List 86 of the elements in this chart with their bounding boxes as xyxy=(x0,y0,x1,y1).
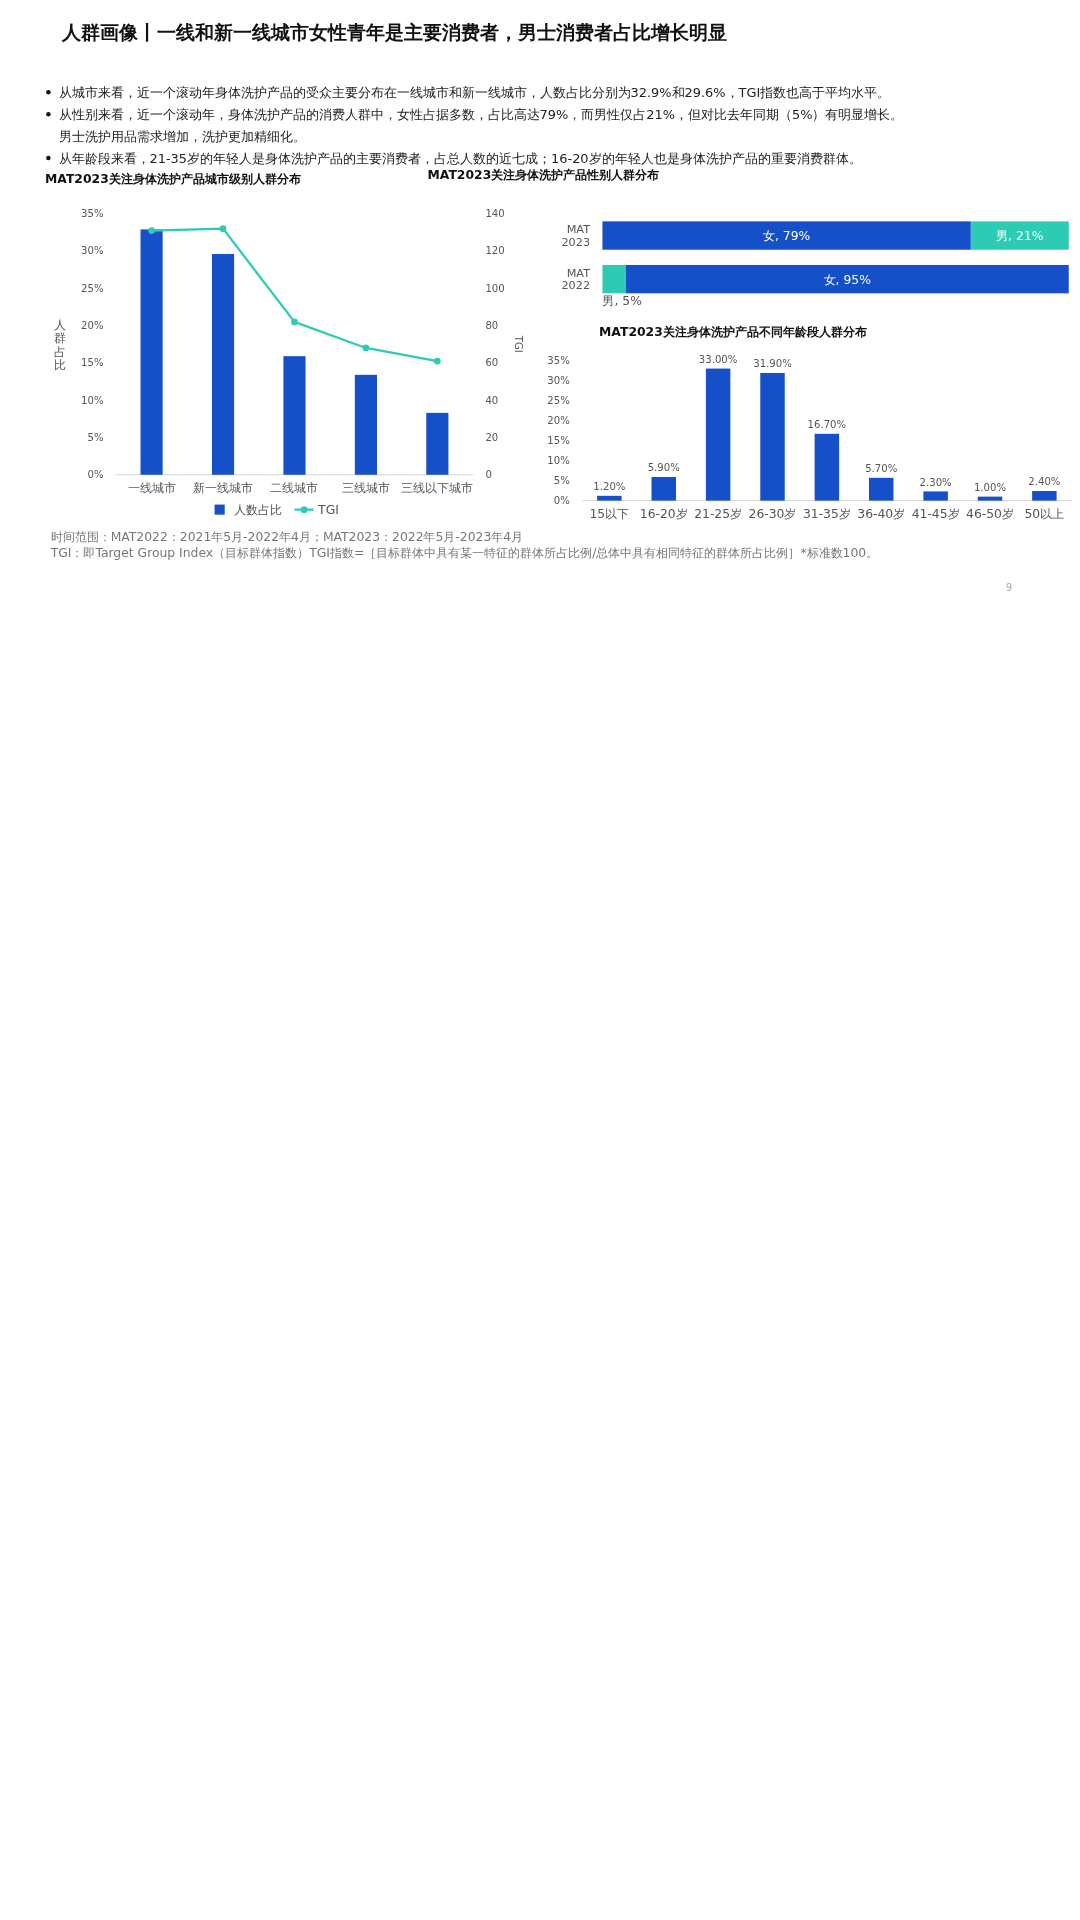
y2-tick-label: 0 xyxy=(485,469,492,481)
data-label: 女, 79% xyxy=(762,229,811,244)
text: 9 xyxy=(1005,581,1013,593)
y-tick-label: 20% xyxy=(547,414,571,426)
x-tick-label: 41-45岁 xyxy=(911,506,960,521)
y-tick-label: 5% xyxy=(87,431,104,443)
chart-title: MAT2023关注身体洗护产品性别人群分布 xyxy=(427,167,660,182)
y2-tick-label: 140 xyxy=(485,208,505,220)
text: 人群画像丨一线和新一线城市女性青年是主要消费者，男士消费者占比增长明显 xyxy=(60,21,727,45)
text: 从年龄段来看，21-35岁的年轻人是身体洗护产品的主要消费者，占总人数的近七成；16-20岁的年轻人也是身体洗护产品的重要消费群体。 xyxy=(58,151,862,167)
data-label: 男, 5% xyxy=(602,293,643,308)
legend-label: TGI xyxy=(317,503,339,518)
x-tick-label: 21-25岁 xyxy=(694,506,743,521)
x-tick-label: 三线以下城市 xyxy=(401,480,474,495)
x-tick-label: 三线城市 xyxy=(341,480,390,495)
bar xyxy=(760,372,785,501)
chart-title: MAT2023关注身体洗护产品城市级别人群分布 xyxy=(45,172,301,187)
bar xyxy=(705,368,731,501)
bar xyxy=(977,496,1003,501)
text: TGI：即Target Group Index（目标群体指数）TGI指数=［目标群体中具有某一特征的群体所占比例/总体中具有相同特征的群体所占比例］*标准数100。 xyxy=(49,545,879,560)
point xyxy=(219,225,227,233)
point xyxy=(433,357,441,365)
y-tick-label: 30% xyxy=(81,245,104,257)
legend-label: 人数占比 xyxy=(233,503,282,518)
bar xyxy=(651,477,676,501)
y-tick-label: 0% xyxy=(87,469,104,481)
y-tick-label: 10% xyxy=(547,454,571,466)
x-tick-label: 31-35岁 xyxy=(802,506,851,521)
text: 时间范围：MAT2022：2021年5月-2022年4月；MAT2023：2022年5月-2023年4月 xyxy=(50,530,524,545)
x-tick-label: 15以下 xyxy=(589,506,630,521)
data-label: 1.00% xyxy=(973,482,1007,493)
y-tick-label: 30% xyxy=(547,374,571,386)
data-label: 31.90% xyxy=(753,358,793,370)
y2-tick-label: 20 xyxy=(485,431,499,443)
data-label: 2.40% xyxy=(1028,476,1061,488)
bar xyxy=(923,491,948,501)
y-tick-label: 0% xyxy=(553,495,571,506)
y2-axis-title: TGI xyxy=(513,334,525,353)
y-tick-label: 15% xyxy=(81,357,104,369)
point xyxy=(148,227,155,234)
y2-tick-label: 80 xyxy=(485,319,499,331)
bar xyxy=(140,229,163,475)
y-tick-label: 5% xyxy=(553,474,571,486)
bar xyxy=(597,495,622,501)
point xyxy=(291,318,298,326)
y-tick-label: 15% xyxy=(547,434,571,446)
text: 从性别来看，近一个滚动年，身体洗护产品的消费人群中，女性占据多数，占比高达79%，而男性仅占21%，但对比去年同期（5%）有明显增长。男士洗护用品需求增加，洗护更加精细化。 xyxy=(58,107,904,145)
bar xyxy=(426,412,449,475)
x-tick-label: 二线城市 xyxy=(270,480,319,495)
x-tick-label: 16-20岁 xyxy=(639,506,688,521)
x-tick-label: 36-40岁 xyxy=(857,506,906,521)
data-label: 2.30% xyxy=(919,476,953,488)
data-label: 5.70% xyxy=(865,463,898,475)
bar xyxy=(211,254,235,475)
y-tick-label: 35% xyxy=(81,208,104,220)
y2-tick-label: 60 xyxy=(485,357,499,369)
y-tick-label: MAT 2023 xyxy=(561,223,591,249)
x-tick-label: 26-30岁 xyxy=(748,506,797,521)
data-label: 16.70% xyxy=(807,419,847,431)
x-tick-label: 46-50岁 xyxy=(966,506,1014,521)
data-label: 男, 21% xyxy=(996,229,1044,244)
x-tick-label: 50以上 xyxy=(1024,506,1065,521)
bar xyxy=(1032,491,1057,501)
bar xyxy=(354,374,377,475)
x-tick-label: 新一线城市 xyxy=(193,480,254,495)
y-tick-label: 35% xyxy=(547,354,571,366)
y2-tick-label: 100 xyxy=(485,282,505,294)
text: 从城市来看，近一个滚动年身体洗护产品的受众主要分布在一线城市和新一线城市，人数占比分别为32.9%和29.6%，TGI指数也高于平均水平。 xyxy=(58,85,891,101)
y2-tick-label: 40 xyxy=(485,394,499,406)
y-tick-label: 25% xyxy=(547,394,571,406)
y-tick-label: 10% xyxy=(81,394,104,406)
bar xyxy=(283,356,306,475)
data-label: 女, 95% xyxy=(823,272,872,287)
data-label: 33.00% xyxy=(698,353,738,365)
chart-title: MAT2023关注身体洗护产品不同年龄段人群分布 xyxy=(599,325,867,340)
data-label: 5.90% xyxy=(647,462,681,474)
y-tick-label: 25% xyxy=(81,282,104,294)
y2-tick-label: 120 xyxy=(485,245,505,257)
y-tick-label: MAT 2022 xyxy=(561,266,591,293)
point xyxy=(362,344,370,352)
bar xyxy=(814,433,840,501)
data-label: 1.20% xyxy=(593,481,626,493)
bar xyxy=(869,477,894,501)
x-tick-label: 一线城市 xyxy=(127,480,176,495)
y-axis-title: 人群占比 xyxy=(53,317,66,372)
y-tick-label: 20% xyxy=(81,319,104,331)
